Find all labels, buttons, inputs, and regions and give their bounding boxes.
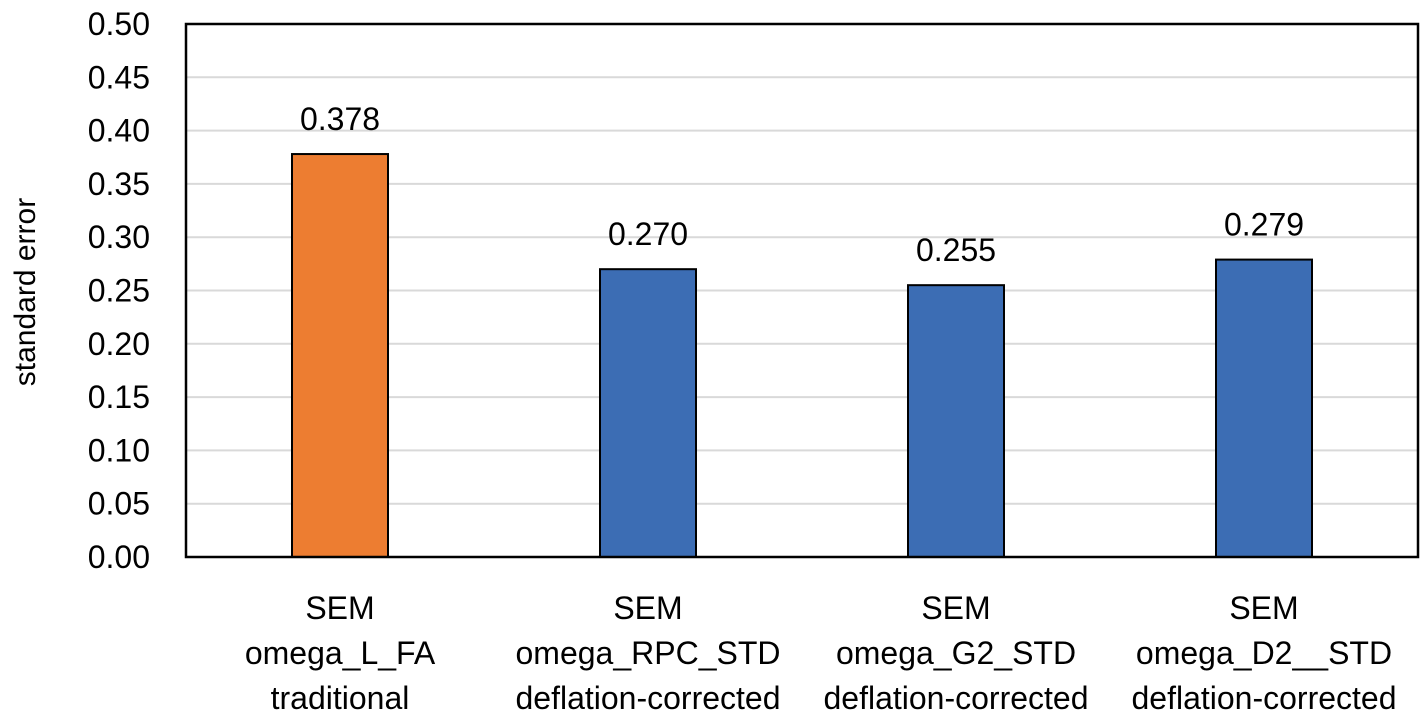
bar xyxy=(291,153,389,558)
y-tick-label: 0.20 xyxy=(88,326,150,362)
y-tick-label: 0.10 xyxy=(88,432,150,468)
category-label: SEM xyxy=(1229,590,1298,626)
category-label: omega_RPC_STD xyxy=(516,635,781,671)
data-labels: 0.378 0.270 0.255 0.279 xyxy=(300,101,1304,268)
category-label: SEM xyxy=(305,590,374,626)
y-tick-label: 0.40 xyxy=(88,113,150,149)
gridlines xyxy=(186,76,1418,505)
bar xyxy=(1215,258,1313,558)
bar-value-label: 0.255 xyxy=(916,232,996,268)
bar xyxy=(907,284,1005,558)
y-tick-label: 0.00 xyxy=(88,539,150,575)
plot-frame xyxy=(184,22,1420,559)
y-tick-label: 0.05 xyxy=(88,486,150,522)
y-tick-label: 0.25 xyxy=(88,273,150,309)
x-axis-categories: SEM omega_L_FA traditional SEM omega_RPC_STD… xyxy=(245,590,1397,716)
category-label: omega_G2_STD xyxy=(836,635,1076,671)
category-label: SEM xyxy=(921,590,990,626)
bar-value-label: 0.270 xyxy=(608,216,688,252)
category-label: omega_L_FA xyxy=(245,635,436,671)
y-axis-ticks: 0.00 0.05 0.10 0.15 0.20 0.25 0.30 0.35 0.40 0.45… xyxy=(88,6,150,575)
y-tick-label: 0.35 xyxy=(88,166,150,202)
y-tick-label: 0.50 xyxy=(88,6,150,42)
bar-value-label: 0.378 xyxy=(300,101,380,137)
category-label: deflation-corrected xyxy=(515,680,780,716)
bars xyxy=(291,153,1313,558)
bar-value-label: 0.279 xyxy=(1224,207,1304,243)
category-label: traditional xyxy=(271,680,410,716)
y-tick-label: 0.15 xyxy=(88,379,150,415)
category-label: omega_D2__STD xyxy=(1136,635,1392,671)
category-label: deflation-corrected xyxy=(1131,680,1396,716)
y-tick-label: 0.30 xyxy=(88,219,150,255)
y-tick-label: 0.45 xyxy=(88,59,150,95)
category-label: deflation-corrected xyxy=(823,680,1088,716)
category-label: SEM xyxy=(613,590,682,626)
bar xyxy=(599,268,697,558)
plot-border xyxy=(184,22,1420,559)
y-axis-title: standard error xyxy=(9,198,42,386)
